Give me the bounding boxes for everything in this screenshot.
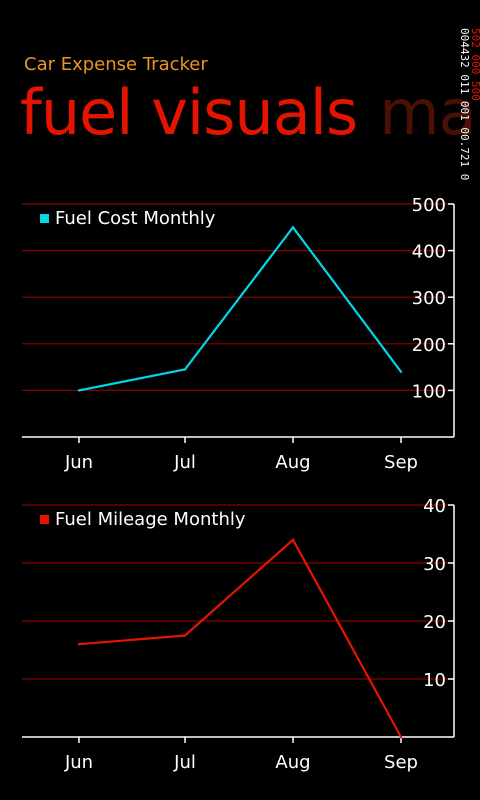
legend-swatch bbox=[40, 214, 49, 223]
legend-label: Fuel Cost Monthly bbox=[55, 208, 216, 229]
mileage-data-point bbox=[399, 735, 403, 739]
cost-data-point bbox=[291, 226, 295, 229]
y-tick-label: 200 bbox=[412, 335, 446, 356]
frame-rate-counter-values: 004432 011 001 00.721 0 bbox=[458, 28, 471, 181]
pivot-item-fuel-visuals[interactable]: fuel visuals bbox=[20, 76, 358, 149]
x-tick-label: Sep bbox=[384, 752, 418, 773]
x-tick-label: Aug bbox=[275, 752, 310, 773]
legend-label: Fuel Mileage Monthly bbox=[55, 509, 246, 530]
x-tick-label: Jul bbox=[173, 452, 196, 473]
legend-swatch bbox=[40, 515, 49, 524]
mileage-data-point bbox=[183, 634, 187, 637]
y-tick-label: 500 bbox=[412, 195, 446, 216]
cost-data-point bbox=[77, 389, 81, 392]
fuel-mileage-chart: 10 20 30 40 Jun Jul Aug Sep Fuel Mileage Monthly bbox=[22, 496, 455, 773]
mileage-data-point bbox=[77, 643, 81, 646]
cost-data-point bbox=[399, 370, 403, 373]
y-tick-label: 100 bbox=[412, 381, 446, 402]
mileage-series-line bbox=[78, 538, 402, 738]
frame-rate-counter: 004432 011 001 00.721 0 502 000 500 bbox=[458, 28, 480, 398]
y-tick-label: 40 bbox=[423, 496, 446, 517]
y-tick-label: 20 bbox=[423, 612, 446, 633]
fuel-cost-chart: 100 200 300 400 500 Jun Jul Aug Sep Fuel Cost Mon… bbox=[22, 195, 455, 473]
mileage-data-point bbox=[291, 538, 295, 541]
frame-rate-counter-highlight: 502 000 500 bbox=[469, 28, 480, 101]
pivot-item-next[interactable]: ma bbox=[379, 76, 476, 149]
pivot-header: fuel visuals ma bbox=[20, 82, 477, 144]
y-tick-label: 400 bbox=[412, 242, 446, 263]
x-tick-label: Jun bbox=[64, 452, 93, 473]
x-tick-label: Jul bbox=[173, 752, 196, 773]
x-tick-label: Aug bbox=[275, 452, 310, 473]
y-tick-label: 10 bbox=[423, 670, 446, 691]
y-tick-label: 300 bbox=[412, 288, 446, 309]
cost-data-point bbox=[183, 368, 187, 371]
y-tick-label: 30 bbox=[423, 554, 446, 575]
x-tick-label: Jun bbox=[64, 752, 93, 773]
x-tick-label: Sep bbox=[384, 452, 418, 473]
cost-series-line bbox=[78, 225, 402, 392]
app-title: Car Expense Tracker bbox=[24, 54, 208, 75]
